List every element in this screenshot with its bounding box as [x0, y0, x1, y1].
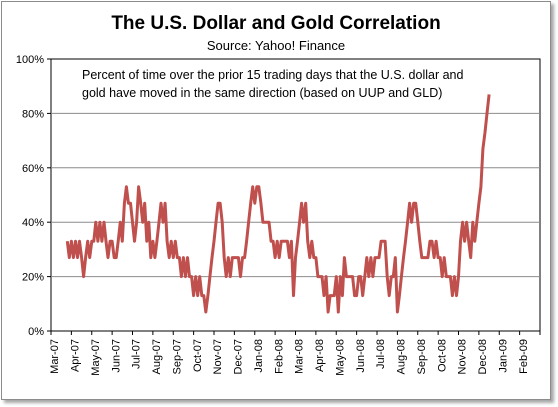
- x-tick-label: Jun-08: [355, 339, 367, 373]
- x-tick-label: Feb-09: [518, 339, 530, 374]
- x-tick-label: Jul-07: [131, 339, 143, 369]
- chart-subtitle: Source: Yahoo! Finance: [207, 38, 345, 53]
- x-tick-label: Dec-08: [477, 339, 489, 374]
- annotation-line-1: Percent of time over the prior 15 tradin…: [82, 68, 464, 82]
- x-tick-label: Mar-07: [49, 339, 61, 374]
- x-tick-label: Sep-07: [171, 339, 183, 374]
- x-tick-label: Apr-07: [70, 339, 82, 372]
- x-tick-label: Nov-07: [212, 339, 224, 374]
- y-axis: 0% 20% 40% 60% 80% 100%: [16, 54, 51, 338]
- series-line: [65, 94, 491, 314]
- x-tick-label: Jan-08: [253, 339, 265, 373]
- x-tick-label: Aug-08: [396, 339, 408, 374]
- y-tick-label: 0%: [28, 326, 44, 338]
- x-tick-label: Mar-08: [294, 339, 306, 374]
- x-axis: Mar-07 Apr-07 May-07 Jun-07 Jul-07 Aug-07 Sep-…: [49, 331, 541, 376]
- x-tick-label: Sep-08: [416, 339, 428, 374]
- x-tick-label: Aug-07: [151, 339, 163, 374]
- x-tick-label: May-08: [334, 339, 346, 376]
- x-tick-label: Dec-07: [233, 339, 245, 374]
- y-tick-label: 40%: [22, 217, 44, 229]
- x-tick-label: Oct-08: [436, 339, 448, 372]
- annotation-line-2: gold have moved in the same direction (b…: [82, 86, 442, 100]
- y-tick-label: 80%: [22, 108, 44, 120]
- y-tick-label: 20%: [22, 272, 44, 284]
- x-tick-label: Jun-07: [110, 339, 122, 373]
- x-tick-label: Jul-08: [375, 339, 387, 369]
- y-tick-label: 100%: [16, 54, 44, 66]
- x-tick-label: May-07: [90, 339, 102, 376]
- x-tick-label: Oct-07: [192, 339, 204, 372]
- x-tick-label: Nov-08: [457, 339, 469, 374]
- x-tick-label: Apr-08: [314, 339, 326, 372]
- y-tick-label: 60%: [22, 163, 44, 175]
- x-tick-label: Jan-09: [497, 339, 509, 373]
- x-tick-label: Feb-08: [273, 339, 285, 374]
- chart-title: The U.S. Dollar and Gold Correlation: [111, 13, 440, 34]
